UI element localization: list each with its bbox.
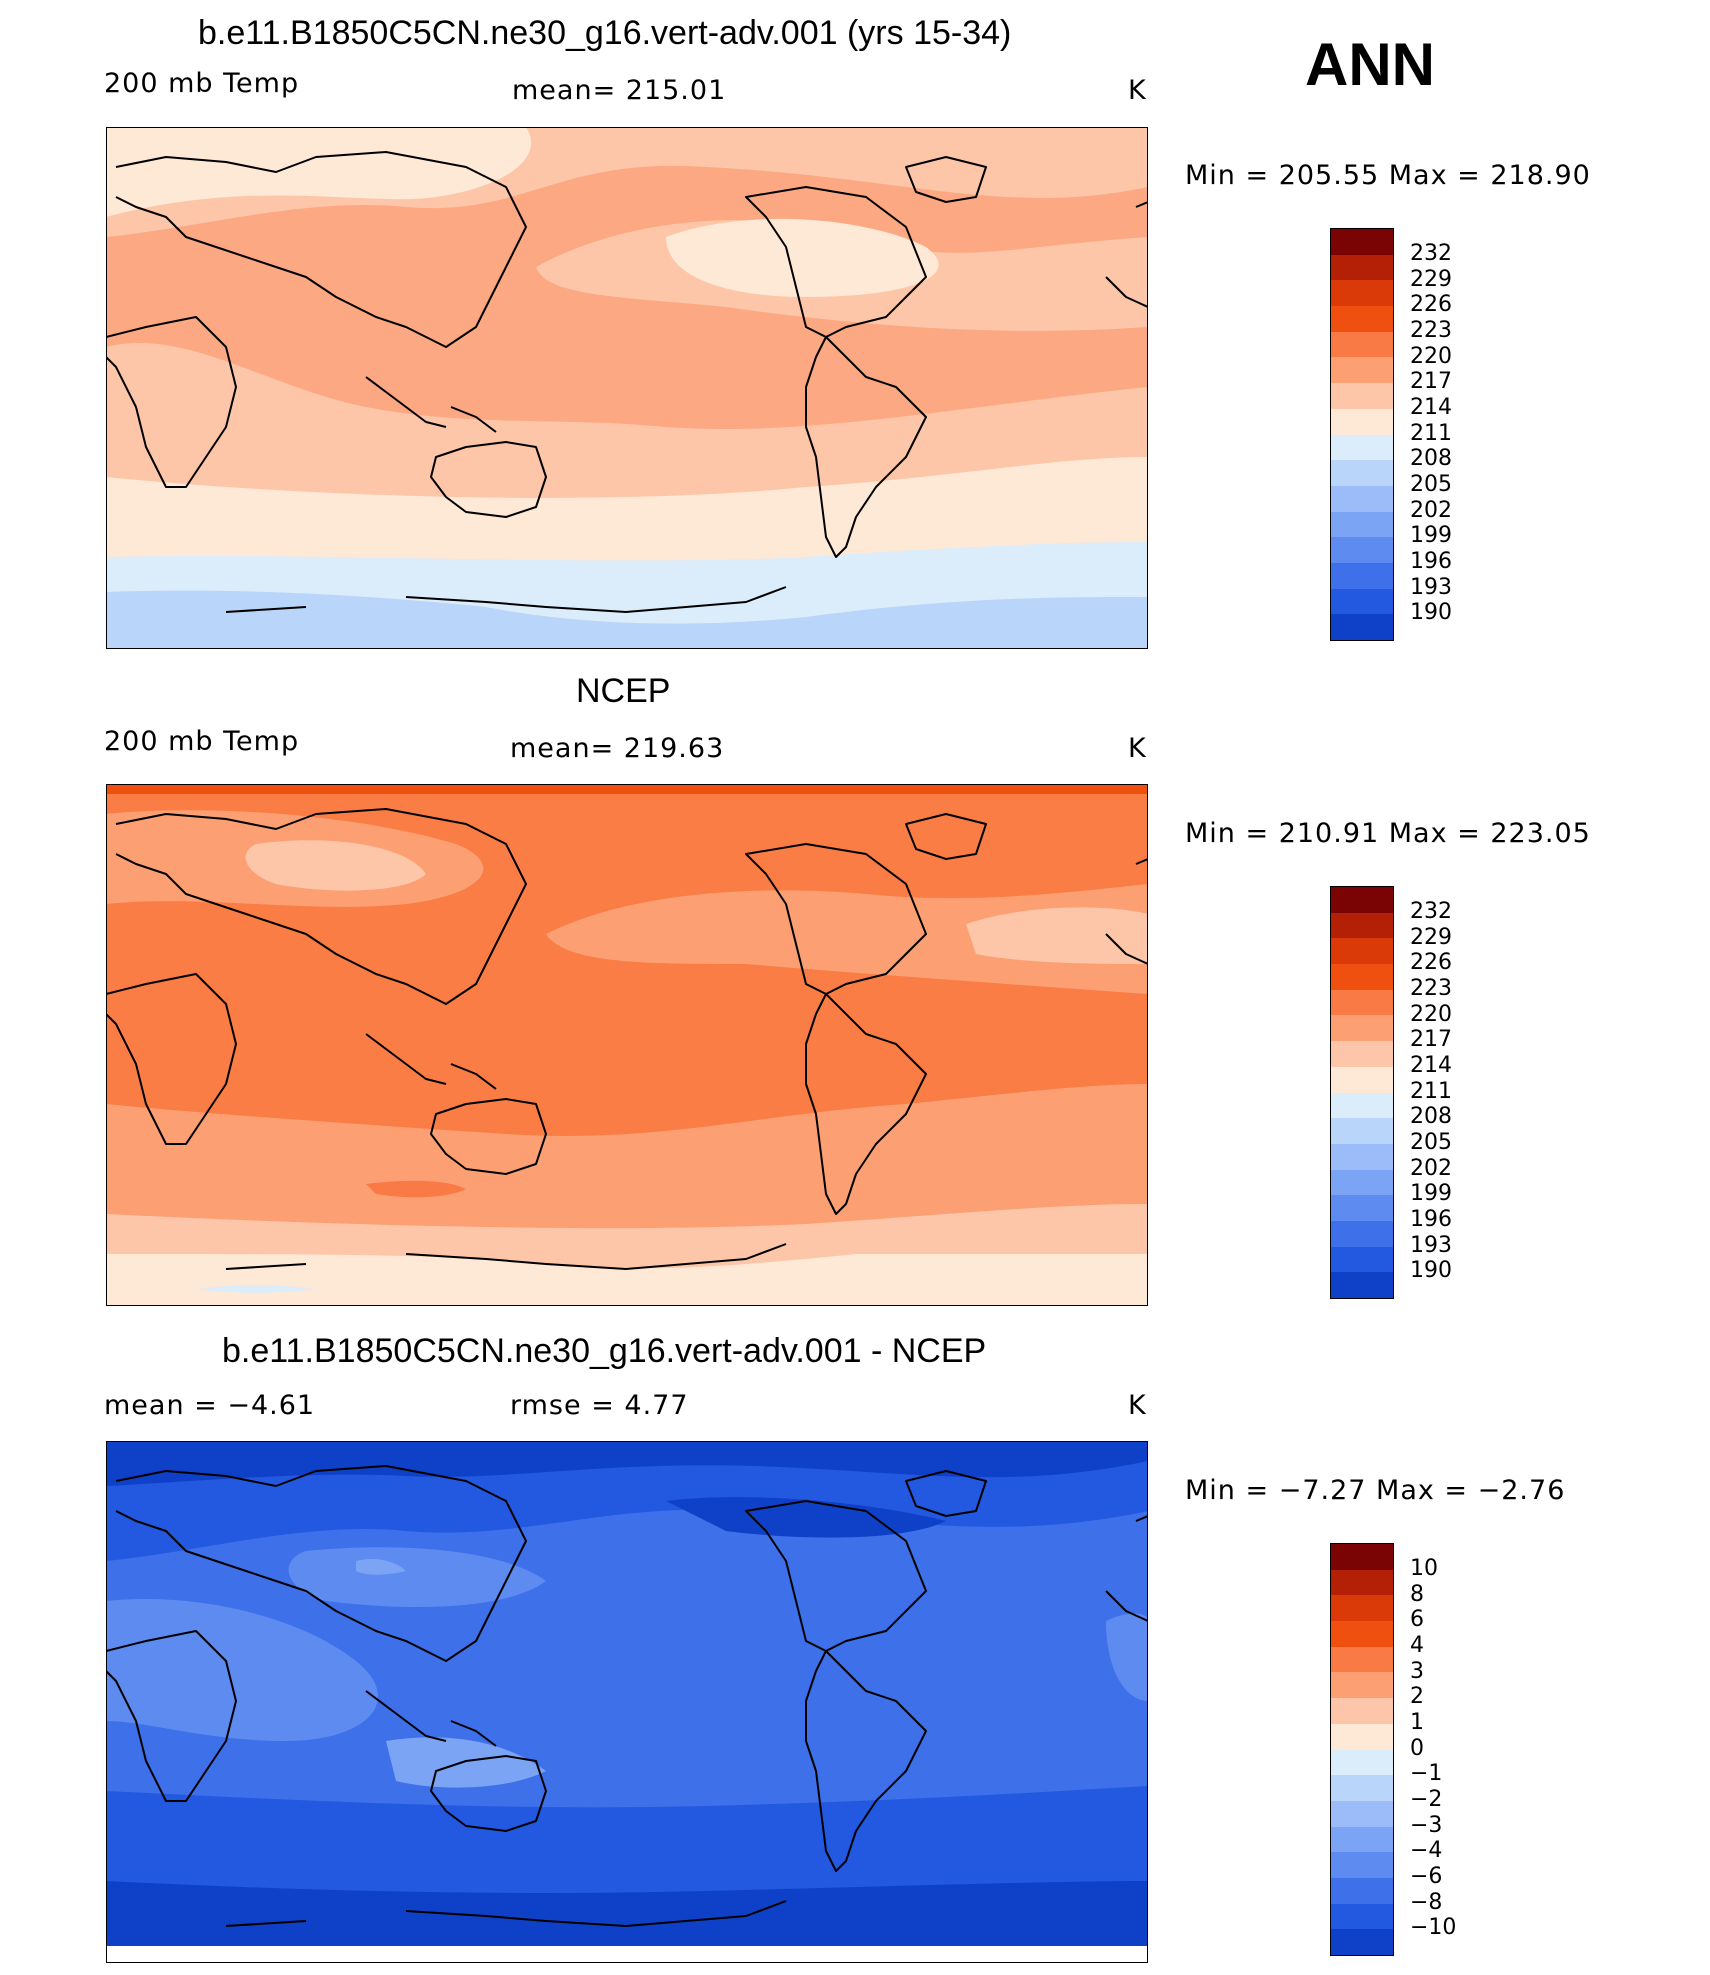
- panel3-colorbar-tick: −3: [1410, 1813, 1443, 1838]
- panel3-colorbar-tick: 8: [1410, 1582, 1424, 1607]
- panel3-map: [106, 1441, 1148, 1963]
- panel1-colorbar-tick: 214: [1410, 395, 1452, 420]
- panel1-colorbar-tick: 223: [1410, 318, 1452, 343]
- panel1-colorbar-tick: 190: [1410, 600, 1452, 625]
- panel3-units-label: K: [1128, 1390, 1147, 1421]
- panel1-colorbar-tick: 217: [1410, 369, 1452, 394]
- panel2-colorbar-tick: 196: [1410, 1207, 1452, 1232]
- panel3-colorbar-tick: 4: [1410, 1633, 1424, 1658]
- panel2-map: [106, 784, 1148, 1306]
- panel2-colorbar-tick: 232: [1410, 899, 1452, 924]
- panel1-title: b.e11.B1850C5CN.ne30_g16.vert-adv.001 (y…: [198, 14, 1012, 52]
- panel2-minmax: Min = 210.91 Max = 223.05: [1185, 818, 1591, 849]
- panel1-colorbar-tick: 196: [1410, 549, 1452, 574]
- panel2-colorbar: [1330, 886, 1394, 1299]
- panel1-colorbar-tick: 202: [1410, 498, 1452, 523]
- panel1-colorbar-tick: 193: [1410, 575, 1452, 600]
- panel1-colorbar-tick: 208: [1410, 446, 1452, 471]
- panel2-units-label: K: [1128, 733, 1147, 764]
- panel3-colorbar-tick: −10: [1410, 1915, 1457, 1940]
- panel2-colorbar-tick: 205: [1410, 1130, 1452, 1155]
- panel1-variable-label: 200 mb Temp: [104, 68, 300, 99]
- panel1-colorbar-tick: 220: [1410, 344, 1452, 369]
- panel3-colorbar-tick: 2: [1410, 1684, 1424, 1709]
- panel3-mean-label: mean = −4.61: [104, 1390, 316, 1421]
- panel2-mean-label: mean= 219.63: [510, 733, 725, 764]
- panel1-minmax: Min = 205.55 Max = 218.90: [1185, 160, 1591, 191]
- panel1-colorbar-tick: 211: [1410, 421, 1452, 446]
- panel3-colorbar-tick: −4: [1410, 1838, 1443, 1863]
- panel1-units-label: K: [1128, 75, 1147, 106]
- panel1-colorbar-tick: 199: [1410, 523, 1452, 548]
- season-label: ANN: [1305, 31, 1435, 98]
- panel3-colorbar-tick: −8: [1410, 1890, 1443, 1915]
- panel2-colorbar-tick: 193: [1410, 1233, 1452, 1258]
- panel2-colorbar-tick: 229: [1410, 925, 1452, 950]
- panel2-colorbar-tick: 220: [1410, 1002, 1452, 1027]
- panel3-colorbar-tick: 1: [1410, 1710, 1424, 1735]
- panel3-colorbar-tick: 0: [1410, 1736, 1424, 1761]
- panel3-colorbar-tick: 10: [1410, 1556, 1438, 1581]
- panel1-map: [106, 127, 1148, 649]
- panel3-colorbar-tick: 3: [1410, 1659, 1424, 1684]
- panel2-colorbar-tick: 199: [1410, 1181, 1452, 1206]
- panel2-title: NCEP: [576, 672, 671, 710]
- panel1-mean-label: mean= 215.01: [512, 75, 727, 106]
- panel2-colorbar-tick: 202: [1410, 1156, 1452, 1181]
- panel2-colorbar-tick: 223: [1410, 976, 1452, 1001]
- panel2-colorbar-tick: 214: [1410, 1053, 1452, 1078]
- panel2-colorbar-tick: 208: [1410, 1104, 1452, 1129]
- panel2-colorbar-tick: 217: [1410, 1027, 1452, 1052]
- panel3-minmax: Min = −7.27 Max = −2.76: [1185, 1475, 1566, 1506]
- panel3-rmse-label: rmse = 4.77: [510, 1390, 689, 1421]
- panel2-colorbar-tick: 190: [1410, 1258, 1452, 1283]
- panel3-colorbar: [1330, 1543, 1394, 1956]
- panel1-colorbar: [1330, 228, 1394, 641]
- panel3-colorbar-tick: −2: [1410, 1787, 1443, 1812]
- panel2-colorbar-tick: 211: [1410, 1079, 1452, 1104]
- panel3-title: b.e11.B1850C5CN.ne30_g16.vert-adv.001 - …: [222, 1332, 987, 1370]
- panel1-colorbar-tick: 229: [1410, 267, 1452, 292]
- panel3-colorbar-tick: 6: [1410, 1607, 1424, 1632]
- panel3-colorbar-tick: −1: [1410, 1761, 1443, 1786]
- panel2-colorbar-tick: 226: [1410, 950, 1452, 975]
- panel2-variable-label: 200 mb Temp: [104, 726, 300, 757]
- panel3-colorbar-tick: −6: [1410, 1864, 1443, 1889]
- panel1-colorbar-tick: 226: [1410, 292, 1452, 317]
- panel1-colorbar-tick: 205: [1410, 472, 1452, 497]
- panel1-colorbar-tick: 232: [1410, 241, 1452, 266]
